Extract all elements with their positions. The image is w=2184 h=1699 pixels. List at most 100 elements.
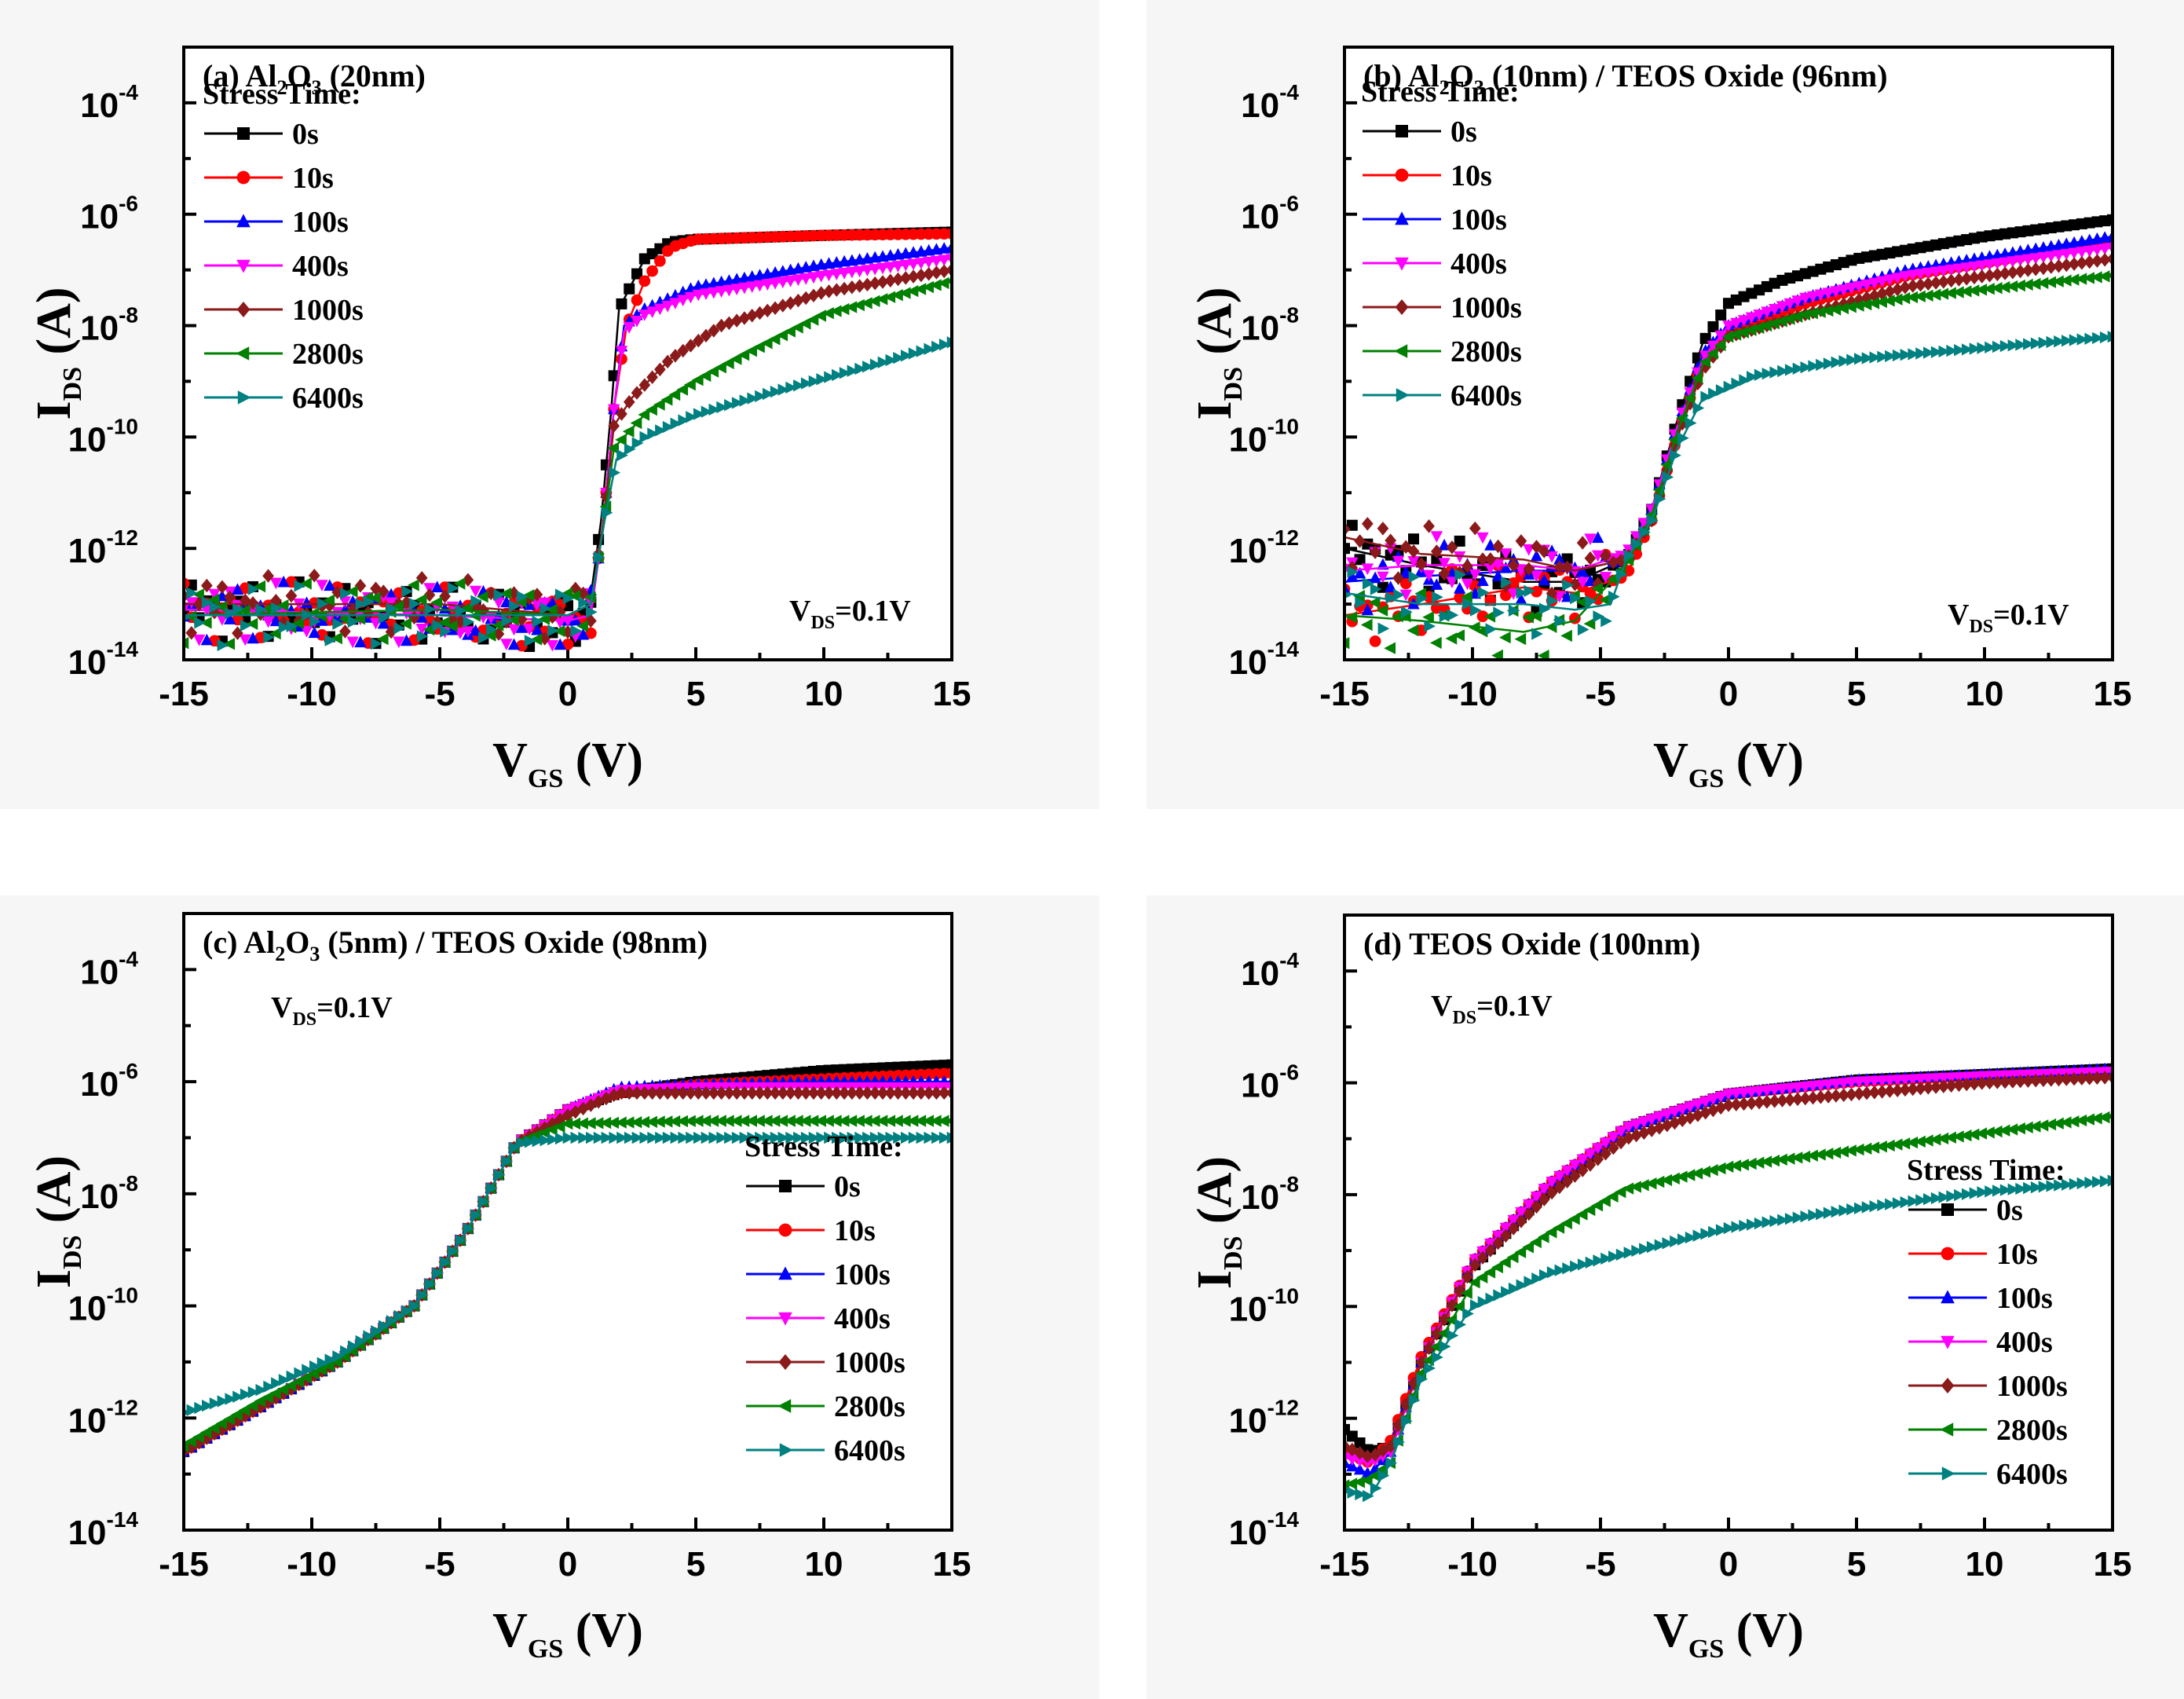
data-point — [423, 588, 436, 602]
legend-item-100s: 100s — [1363, 203, 1507, 236]
data-point — [200, 633, 213, 646]
data-point — [331, 632, 342, 645]
data-point — [1468, 1276, 1480, 1289]
data-point — [1937, 1132, 1949, 1145]
series-group — [1346, 214, 2111, 658]
data-point — [2038, 1181, 2050, 1193]
data-point — [876, 1086, 889, 1100]
data-point — [831, 1086, 843, 1100]
data-point — [1583, 1203, 1596, 1217]
data-point — [607, 1116, 619, 1129]
panel-label: (b) — [1363, 58, 1408, 93]
data-point — [2099, 331, 2111, 344]
data-point — [1730, 1088, 1743, 1100]
data-point — [507, 638, 521, 650]
data-point — [415, 624, 428, 635]
data-point — [1860, 1086, 1873, 1100]
vds-subscript: DS — [1969, 617, 1993, 637]
data-point — [1914, 1135, 1926, 1148]
data-point — [207, 1422, 220, 1434]
data-point — [1416, 1373, 1429, 1386]
data-point — [1454, 582, 1466, 594]
panel-label: (c) — [203, 925, 243, 960]
data-point — [1760, 319, 1772, 332]
data-point — [669, 298, 682, 309]
data-point — [431, 580, 444, 593]
legend-item-1000s: 1000s — [1363, 291, 1522, 324]
data-point — [1446, 1298, 1458, 1313]
data-point — [1944, 1072, 1958, 1085]
data-point — [1676, 1104, 1688, 1116]
data-point — [869, 1086, 881, 1100]
data-point — [1499, 631, 1511, 644]
data-point — [1776, 1153, 1787, 1166]
data-point — [1644, 1177, 1657, 1190]
data-point — [699, 369, 712, 383]
data-point — [1363, 1489, 1374, 1503]
data-point — [1399, 540, 1412, 554]
data-point — [540, 1134, 552, 1147]
data-point — [1515, 534, 1527, 548]
panel-title: (d) TEOS Oxide (100nm) — [1363, 926, 1700, 961]
data-point — [546, 603, 558, 616]
data-point — [1852, 1143, 1864, 1156]
data-point — [638, 378, 651, 392]
x-tick-label: -10 — [287, 1545, 337, 1584]
y-tick-label: 10-10 — [1229, 1283, 1299, 1328]
data-point — [1868, 1086, 1881, 1100]
data-point — [1937, 275, 1950, 289]
data-point — [1937, 1073, 1950, 1085]
y-tick-exponent: -10 — [1268, 1283, 1299, 1308]
data-point — [192, 1430, 204, 1444]
data-point — [1930, 266, 1942, 279]
data-point — [540, 602, 552, 615]
data-point — [1385, 591, 1398, 604]
data-point — [1908, 1195, 1920, 1207]
data-point — [2029, 1073, 2042, 1088]
data-point — [1454, 551, 1466, 563]
data-point — [554, 638, 566, 650]
data-point — [531, 588, 543, 602]
data-point — [1854, 1202, 1866, 1214]
data-point — [2061, 258, 2072, 273]
data-point — [631, 268, 643, 280]
data-point — [1554, 614, 1567, 628]
data-point — [1346, 524, 1351, 534]
data-point — [777, 276, 789, 289]
data-point — [578, 1131, 590, 1144]
data-point — [1983, 283, 1995, 295]
data-point — [1898, 291, 1911, 305]
data-point — [1522, 611, 1534, 624]
data-point — [1999, 266, 2011, 280]
data-point — [185, 597, 198, 609]
data-point — [1368, 1469, 1381, 1482]
data-point — [524, 1136, 536, 1148]
y-tick-base: 10 — [80, 1177, 119, 1216]
data-point — [1361, 1457, 1374, 1470]
data-point — [1992, 267, 2003, 282]
data-point — [1960, 262, 1973, 274]
data-point — [1853, 1086, 1865, 1101]
data-point — [792, 321, 803, 334]
data-point — [2014, 264, 2026, 279]
data-point — [2083, 1113, 2094, 1126]
data-point — [308, 626, 320, 639]
data-point — [1975, 1127, 1987, 1140]
data-point — [906, 1115, 919, 1127]
legend-item-400s: 400s — [1363, 247, 1507, 280]
data-point — [215, 1417, 228, 1430]
data-point — [401, 1305, 413, 1317]
data-point — [723, 284, 736, 297]
data-point — [1469, 1258, 1481, 1272]
data-point — [1937, 1079, 1950, 1093]
data-point — [1953, 1078, 1965, 1093]
legend-item-1000s: 1000s — [1908, 1370, 2068, 1403]
data-point — [1952, 286, 1964, 298]
data-point — [1491, 558, 1505, 571]
data-point — [1722, 1098, 1735, 1112]
data-point — [1714, 331, 1727, 342]
data-point — [1430, 1340, 1442, 1353]
data-point — [332, 1350, 344, 1363]
y-tick-label: 10-8 — [1241, 303, 1299, 348]
data-point — [1545, 621, 1557, 633]
